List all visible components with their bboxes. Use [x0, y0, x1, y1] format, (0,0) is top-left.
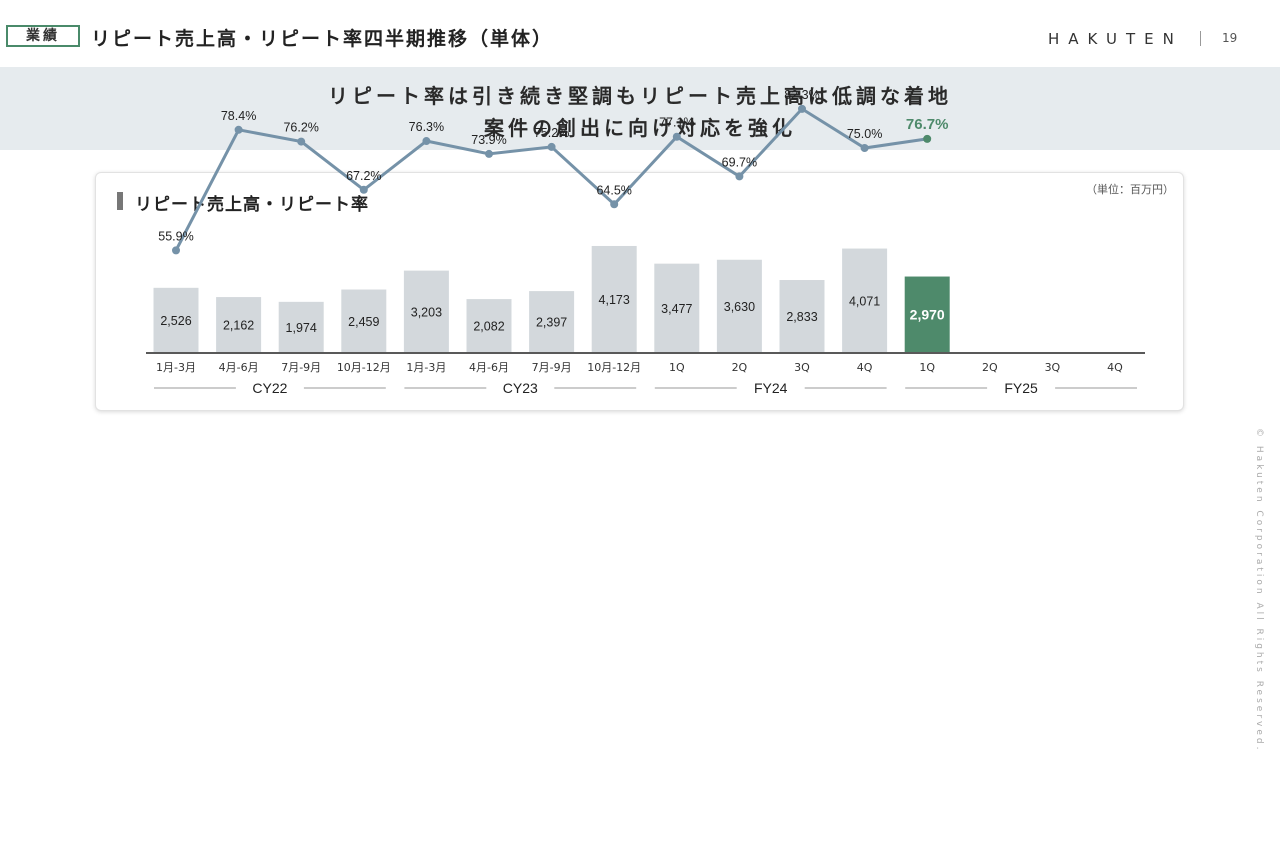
x-tick-label: 10月-12月 — [587, 361, 641, 374]
bar — [341, 289, 387, 352]
bar-value-label: 2,459 — [348, 315, 379, 329]
rate-label: 69.7% — [722, 155, 757, 169]
rate-point — [359, 185, 368, 194]
rate-label: 73.9% — [471, 133, 506, 147]
rate-label: 64.5% — [596, 183, 631, 197]
page-number: 19 — [1222, 31, 1238, 45]
bar-value-label: 3,203 — [411, 305, 442, 319]
group-label: CY23 — [503, 380, 538, 396]
brand-logo: HAKUTEN — [1048, 30, 1183, 48]
rate-point — [422, 137, 431, 146]
bar — [529, 291, 575, 352]
x-tick-label: 3Q — [794, 361, 810, 374]
rate-point — [485, 149, 493, 158]
rate-label: 76.2% — [283, 121, 318, 135]
rate-point — [860, 144, 869, 152]
rate-label: 55.9% — [158, 229, 193, 243]
rate-point — [672, 132, 681, 141]
bar-value-label: 2,526 — [160, 314, 191, 328]
bar-value-label: 4,071 — [849, 294, 880, 308]
bar — [842, 248, 888, 352]
bar-value-label: 3,477 — [661, 302, 692, 316]
bar — [591, 245, 637, 352]
summary-line-1: リピート率は引き続き堅調もリピート売上高は低調な着地 — [328, 84, 952, 108]
x-tick-label: 7月-9月 — [281, 361, 321, 374]
rate-label: 76.7% — [906, 116, 949, 133]
bar-value-label: 1,974 — [286, 321, 317, 335]
x-tick-label: 2Q — [982, 361, 998, 374]
bar — [278, 301, 324, 352]
header-divider — [1200, 31, 1201, 46]
bar — [654, 263, 700, 352]
x-tick-label: 1月-3月 — [406, 361, 446, 374]
summary-banner: リピート率は引き続き堅調もリピート売上高は低調な着地 案件の創出に向け対応を強化 — [0, 67, 1280, 150]
bar — [779, 280, 825, 352]
bar — [153, 287, 199, 352]
rate-point — [735, 172, 744, 181]
rate-point — [297, 137, 306, 146]
bar — [716, 259, 762, 352]
bar-value-label: 2,833 — [786, 310, 817, 324]
rate-label: 67.2% — [346, 169, 381, 183]
rate-label: 75.0% — [847, 127, 882, 141]
x-tick-label: 4Q — [1107, 361, 1123, 374]
group-label: FY25 — [1004, 380, 1038, 396]
x-tick-label: 3Q — [1045, 361, 1061, 374]
x-tick-label: 4月-6月 — [469, 361, 509, 374]
bar-value-label: 2,082 — [473, 320, 504, 334]
group-label: CY22 — [252, 380, 287, 396]
repeat-sales-chart: 2,526 2,162 1,974 2,459 3,203 2,082 2,397 4,173… — [146, 88, 1145, 396]
category-tag: 業績 — [6, 25, 80, 47]
rate-point — [798, 104, 806, 113]
chart-title: リピート売上高・リピート率 — [135, 195, 369, 215]
bar-value-label: 4,173 — [599, 293, 630, 307]
summary-line-2: 案件の創出に向け対応を強化 — [484, 116, 796, 140]
rate-label: 78.4% — [221, 109, 256, 123]
bar-value-label: 2,970 — [910, 306, 945, 322]
x-tick-label: 2Q — [732, 361, 748, 374]
rate-point — [547, 142, 556, 151]
bar-value-label: 2,397 — [536, 316, 567, 330]
bar — [216, 297, 262, 352]
rate-point — [610, 200, 619, 209]
page-title: リピート売上高・リピート率四半期推移（単体） — [91, 28, 554, 50]
x-tick-label: 1Q — [919, 361, 935, 374]
bar — [904, 276, 950, 352]
section-marker — [117, 192, 123, 210]
bar — [466, 299, 512, 352]
rate-label: 75.2% — [534, 126, 569, 140]
rate-label: 82.3% — [784, 88, 819, 102]
x-tick-label: 4Q — [857, 361, 873, 374]
copyright-text: © Hakuten Corporation All Rights Reserve… — [1254, 428, 1264, 753]
rate-label: 76.3% — [409, 120, 444, 134]
x-tick-label: 4月-6月 — [219, 361, 259, 374]
bar-value-label: 2,162 — [223, 319, 254, 333]
rate-label: 77.1% — [659, 116, 694, 130]
chart-card — [95, 172, 1184, 411]
x-tick-label: 1Q — [669, 361, 685, 374]
bar — [403, 270, 449, 352]
rate-point — [923, 134, 932, 143]
unit-label: （単位：百万円） — [1086, 183, 1174, 196]
x-tick-label: 1月-3月 — [156, 361, 196, 374]
x-tick-label: 10月-12月 — [337, 361, 391, 374]
rate-point — [172, 246, 180, 255]
bar-value-label: 3,630 — [724, 300, 755, 314]
rate-point — [234, 125, 243, 134]
group-label: FY24 — [754, 380, 788, 396]
x-tick-label: 7月-9月 — [532, 361, 572, 374]
